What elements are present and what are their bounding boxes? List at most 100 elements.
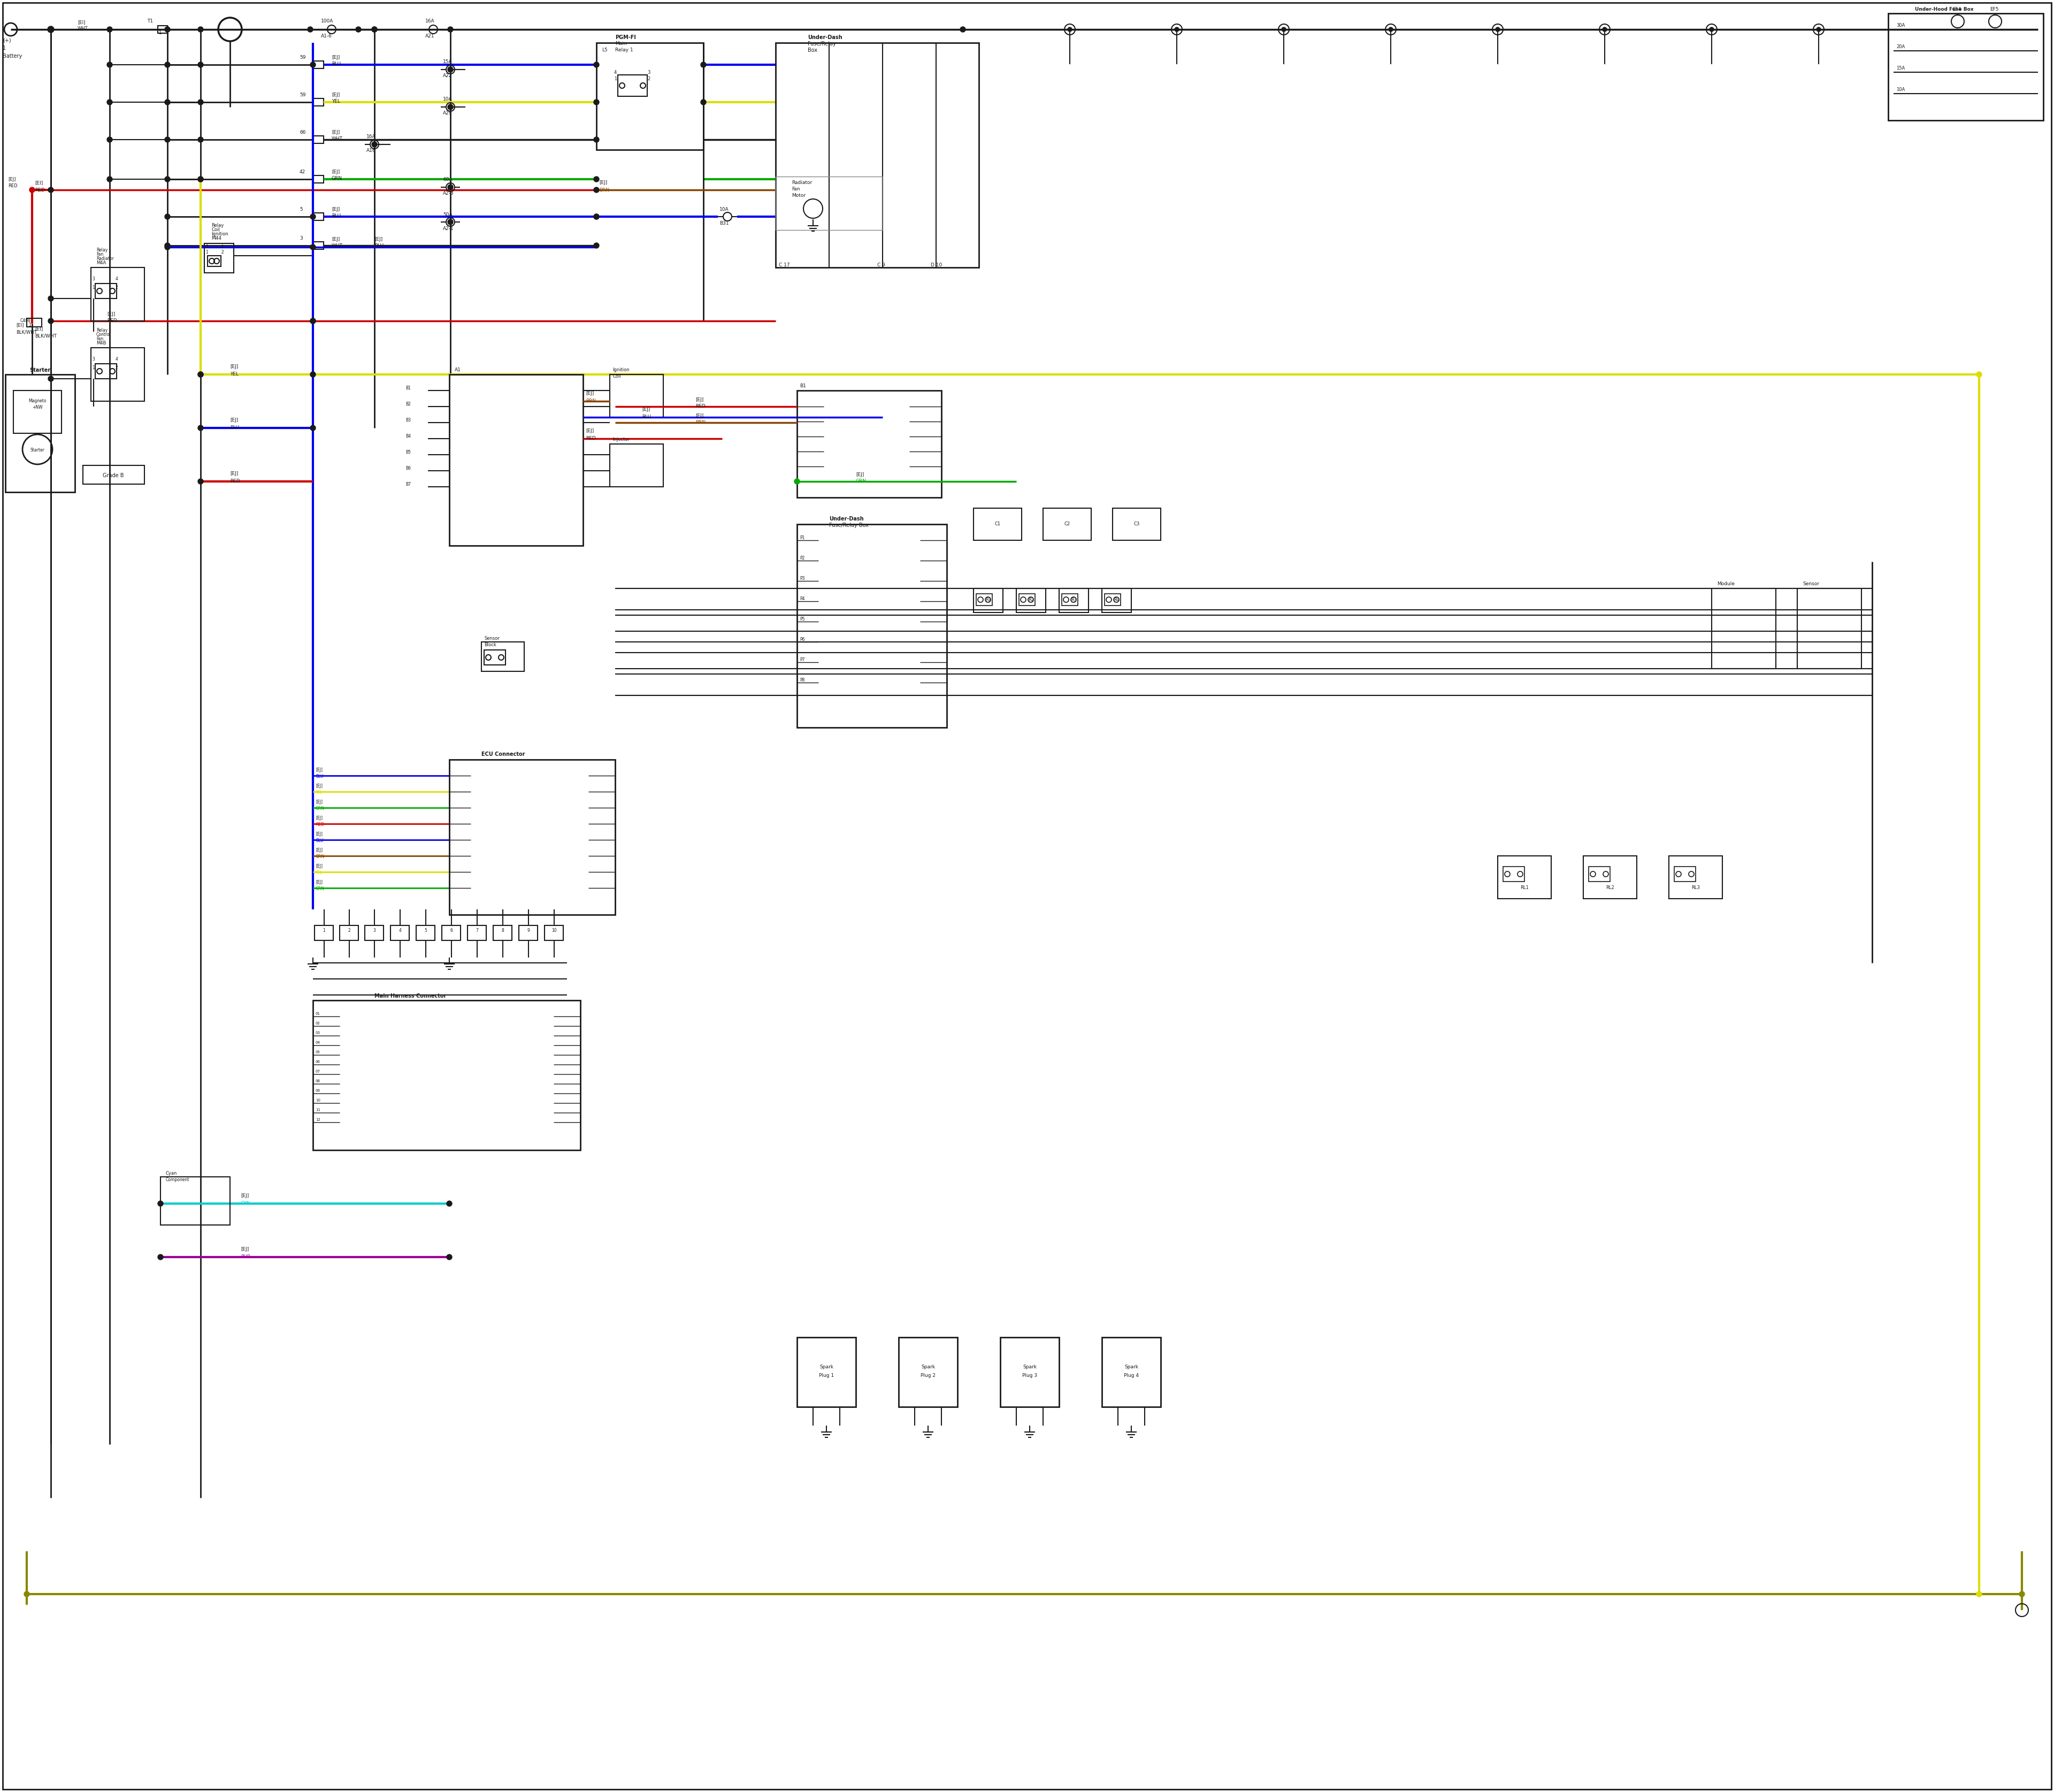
Circle shape: [47, 376, 53, 382]
Bar: [1674, 867, 1697, 882]
Text: C408: C408: [21, 319, 31, 323]
Text: RED: RED: [35, 188, 45, 192]
Text: [EJ]: [EJ]: [316, 848, 322, 853]
Text: BLU: BLU: [316, 839, 322, 844]
Bar: [27, 319, 41, 326]
Bar: [339, 925, 357, 941]
Circle shape: [197, 100, 203, 106]
Text: 1: 1: [322, 928, 325, 934]
Bar: [160, 1177, 230, 1226]
Circle shape: [164, 244, 170, 249]
Text: 2: 2: [647, 77, 649, 82]
Bar: [1497, 857, 1551, 898]
Text: C2: C2: [1064, 521, 1070, 527]
Text: Relay: Relay: [212, 224, 224, 228]
Text: Plug 4: Plug 4: [1124, 1373, 1138, 1378]
Text: 3: 3: [374, 928, 376, 934]
Circle shape: [446, 1254, 452, 1260]
Text: A1: A1: [454, 367, 460, 373]
Text: Fuse/Relay: Fuse/Relay: [807, 41, 836, 47]
Text: [EJ]: [EJ]: [696, 414, 705, 418]
Text: [EJ]: [EJ]: [585, 391, 594, 396]
Bar: [776, 43, 980, 267]
Circle shape: [1495, 27, 1499, 32]
Circle shape: [1976, 371, 1982, 376]
Circle shape: [1389, 27, 1393, 32]
Text: EF5: EF5: [1990, 7, 1999, 13]
Bar: [1711, 588, 1777, 668]
Text: [EJ]: [EJ]: [107, 312, 115, 317]
Text: R1: R1: [986, 599, 992, 602]
Text: [EJ]: [EJ]: [331, 237, 339, 242]
Text: 60A: 60A: [444, 177, 452, 183]
Bar: [1797, 588, 1861, 668]
Bar: [14, 391, 62, 434]
Text: PGM-FI: PGM-FI: [614, 34, 637, 39]
Circle shape: [197, 371, 203, 376]
Text: Module: Module: [1717, 582, 1736, 586]
Bar: [442, 925, 460, 941]
Text: M4A: M4A: [97, 262, 107, 265]
Circle shape: [308, 27, 312, 32]
Bar: [1105, 593, 1121, 606]
Text: BLU: BLU: [641, 414, 651, 419]
Text: Magneto: Magneto: [29, 400, 47, 403]
Text: 42: 42: [300, 170, 306, 174]
Text: 30A: 30A: [1896, 23, 1904, 27]
Text: Grade B: Grade B: [103, 473, 123, 478]
Text: 12: 12: [316, 1118, 320, 1122]
Text: RED: RED: [585, 435, 596, 441]
Circle shape: [310, 425, 316, 430]
Text: Coil: Coil: [612, 375, 620, 378]
Circle shape: [197, 371, 203, 376]
Text: B4: B4: [405, 434, 411, 439]
Text: 8: 8: [501, 928, 503, 934]
Text: Relay: Relay: [97, 328, 107, 333]
Bar: [1113, 509, 1161, 539]
Text: Fan: Fan: [791, 186, 799, 192]
Text: RED: RED: [230, 478, 240, 484]
Circle shape: [164, 244, 170, 249]
Text: [EJ]: [EJ]: [374, 237, 382, 242]
Circle shape: [448, 185, 454, 190]
Circle shape: [1175, 27, 1179, 32]
Text: A1-6: A1-6: [320, 34, 333, 38]
Text: P3: P3: [799, 575, 805, 581]
Text: A21: A21: [425, 34, 435, 38]
Text: Relay: Relay: [97, 247, 107, 253]
Text: 15A: 15A: [444, 59, 452, 65]
Text: B1: B1: [405, 385, 411, 391]
Text: Fan: Fan: [97, 253, 103, 256]
Bar: [312, 1000, 581, 1150]
Circle shape: [310, 244, 316, 249]
Text: 4: 4: [398, 928, 401, 934]
Text: 5: 5: [425, 928, 427, 934]
Text: B2: B2: [405, 401, 411, 407]
Bar: [1017, 588, 1045, 613]
Circle shape: [107, 136, 113, 142]
Circle shape: [310, 63, 316, 68]
Circle shape: [594, 177, 600, 181]
Circle shape: [164, 136, 170, 142]
Text: L5: L5: [602, 48, 608, 52]
Text: 1: 1: [29, 323, 31, 328]
Text: Component: Component: [166, 1177, 189, 1183]
Circle shape: [448, 66, 454, 72]
Bar: [797, 525, 947, 728]
Circle shape: [594, 186, 600, 192]
Bar: [797, 1337, 857, 1407]
Text: Starter: Starter: [29, 367, 51, 373]
Text: R4: R4: [1113, 599, 1119, 602]
Circle shape: [164, 100, 170, 106]
Text: Battery: Battery: [2, 54, 23, 59]
Circle shape: [107, 177, 113, 181]
Text: Under-Dash: Under-Dash: [807, 34, 842, 39]
Bar: [1584, 857, 1637, 898]
Circle shape: [448, 219, 454, 224]
Circle shape: [197, 425, 203, 430]
Text: [EJ]: [EJ]: [316, 799, 322, 805]
Text: B31: B31: [719, 220, 729, 226]
Text: BLK/WHT: BLK/WHT: [16, 330, 37, 335]
Circle shape: [164, 177, 170, 181]
Text: 3: 3: [92, 357, 94, 362]
